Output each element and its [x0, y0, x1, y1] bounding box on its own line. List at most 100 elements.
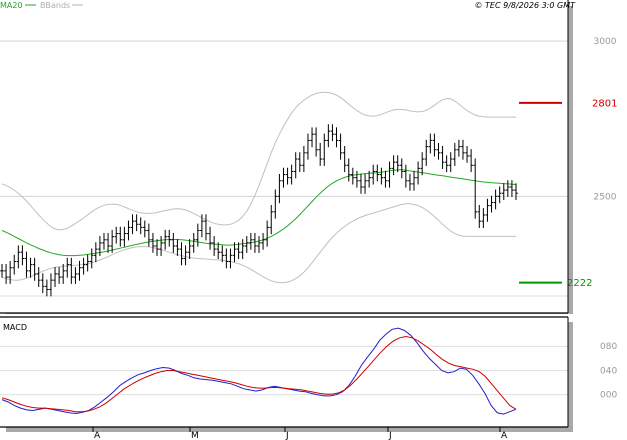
ohlc-bar — [399, 158, 404, 179]
ohlc-bar — [383, 170, 388, 188]
x-tick-label: A — [94, 431, 101, 440]
ohlc-bar — [187, 239, 192, 260]
ohlc-bar — [440, 146, 445, 169]
ohlc-bar — [69, 257, 74, 284]
ohlc-bar — [16, 245, 21, 269]
ohlc-bar — [155, 239, 159, 256]
ohlc-bar — [306, 133, 310, 160]
ohlc-bar — [297, 152, 302, 173]
ohlc-bar — [506, 180, 510, 197]
ohlc-bar — [253, 232, 257, 253]
ohlc-bar — [77, 260, 82, 281]
ohlc-bar — [65, 257, 70, 278]
ohlc-bar — [228, 248, 233, 269]
ohlc-bar — [147, 223, 151, 247]
ohlc-bar — [40, 273, 45, 294]
ohlc-bar — [367, 170, 371, 188]
macd-axis: 080 040 000 — [600, 342, 617, 400]
macd-gridlines — [0, 345, 568, 396]
ohlc-bar — [261, 232, 265, 250]
ohlc-bar — [338, 133, 343, 160]
ohlc-bar — [342, 146, 347, 173]
ohlc-bar — [501, 183, 506, 201]
ohlc-bar — [8, 260, 12, 284]
ohlc-bar — [322, 133, 327, 166]
ohlc-bar — [24, 251, 29, 278]
ohlc-bar — [289, 164, 294, 185]
ohlc-bar — [204, 214, 208, 241]
ohlc-bar — [448, 152, 453, 173]
ohlc-bar — [138, 217, 143, 235]
legend-bbands-label: BBands — [40, 1, 70, 10]
ohlc-bar — [175, 239, 180, 256]
ohlc-bar — [481, 208, 486, 228]
ohlc-bar — [171, 232, 176, 253]
ohlc-bar — [134, 214, 139, 232]
ohlc-bar — [420, 152, 424, 176]
ohlc-bar — [122, 226, 127, 247]
ohlc-bar — [346, 158, 351, 182]
legend: MA20 BBands — [0, 1, 83, 10]
ohlc-bar — [167, 229, 172, 247]
ohlc-bar — [391, 155, 396, 176]
ohlc-bar — [89, 248, 94, 269]
ohlc-bar — [114, 226, 119, 244]
price-gridlines — [0, 40, 568, 297]
ohlc-bar — [408, 173, 412, 191]
ohlc-bar — [432, 133, 437, 157]
ohlc-bar — [236, 242, 241, 260]
ohlc-bar — [318, 142, 322, 166]
ohlc-bar — [32, 257, 37, 281]
ohlc-bar — [73, 267, 78, 284]
ohlc-bar — [371, 164, 376, 185]
ohlc-bar — [326, 124, 331, 148]
ohlc-bar — [314, 127, 318, 157]
ohlc-bar — [0, 264, 4, 278]
ohlc-bar — [473, 158, 478, 219]
ohlc-bar — [179, 242, 184, 266]
ohlc-bar — [485, 198, 490, 222]
macd-tick-label: 040 — [600, 366, 617, 376]
resistance-level-label: 2801 — [592, 98, 617, 109]
ohlc-bar — [477, 205, 482, 228]
ohlc-bar — [36, 267, 41, 287]
ohlc-bar — [330, 124, 335, 142]
ohlc-bar — [428, 133, 433, 154]
x-tick-label: A — [501, 431, 508, 440]
macd-tick-label: 080 — [600, 342, 617, 352]
ohlc-bar — [183, 245, 188, 266]
signal-line — [1, 335, 517, 413]
ohlc-bar — [196, 223, 200, 247]
ohlc-bar — [61, 264, 65, 284]
ohlc-bar — [118, 226, 123, 247]
ohlc-bar — [191, 232, 196, 253]
ohlc-bar — [269, 205, 274, 235]
ohlc-bar — [57, 267, 61, 284]
macd-tick-label: 000 — [600, 391, 617, 401]
copyright-text: © TEC 9/8/2026 3:0 GMT — [475, 1, 577, 10]
ohlc-bar — [355, 170, 359, 188]
ohlc-bar — [126, 220, 131, 241]
macd-panel — [0, 317, 568, 427]
ohlc-bar — [53, 267, 57, 287]
ohlc-bar — [465, 146, 469, 163]
ohlc-bar — [240, 239, 245, 260]
ohlc-bar — [151, 232, 155, 253]
ohlc-bar — [277, 173, 282, 204]
ohlc-bar — [359, 173, 363, 194]
ohlc-bar — [159, 236, 163, 256]
ohlc-bar — [334, 127, 339, 148]
ohlc-bar — [220, 245, 225, 263]
ohlc-bar — [200, 214, 204, 238]
ohlc-bar — [232, 242, 237, 263]
ohlc-bar — [453, 142, 457, 166]
price-levels: 2801 2222 — [519, 98, 617, 289]
macd-panel-title: MACD — [3, 323, 27, 332]
ohlc-bar — [424, 139, 429, 166]
ohlc-bar — [273, 189, 278, 219]
ohlc-bar — [493, 189, 498, 210]
ohlc-bar — [281, 167, 286, 188]
ohlc-bar — [244, 236, 249, 253]
macd-lines — [1, 327, 517, 415]
